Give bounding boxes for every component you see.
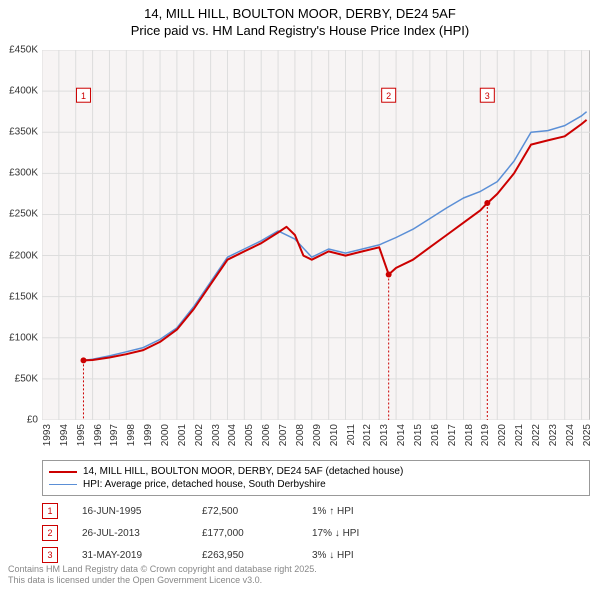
sale-date: 31-MAY-2019 — [82, 550, 202, 561]
legend: 14, MILL HILL, BOULTON MOOR, DERBY, DE24… — [42, 460, 590, 496]
x-tick-label: 2004 — [227, 424, 238, 446]
title-line-2: Price paid vs. HM Land Registry's House … — [0, 23, 600, 40]
x-tick-label: 2016 — [430, 424, 441, 446]
x-tick-label: 2009 — [312, 424, 323, 446]
y-tick-label: £300K — [9, 168, 38, 179]
legend-item: HPI: Average price, detached house, Sout… — [49, 478, 583, 491]
sale-price: £263,950 — [202, 550, 312, 561]
legend-label: 14, MILL HILL, BOULTON MOOR, DERBY, DE24… — [83, 466, 403, 477]
sale-marker-box: 3 — [42, 547, 58, 563]
x-tick-label: 1997 — [109, 424, 120, 446]
x-tick-label: 2019 — [480, 424, 491, 446]
x-tick-label: 2014 — [396, 424, 407, 446]
y-tick-label: £400K — [9, 86, 38, 97]
chart-title: 14, MILL HILL, BOULTON MOOR, DERBY, DE24… — [0, 0, 600, 40]
chart-container: 14, MILL HILL, BOULTON MOOR, DERBY, DE24… — [0, 0, 600, 590]
x-tick-label: 1996 — [93, 424, 104, 446]
y-tick-label: £50K — [15, 373, 38, 384]
svg-text:3: 3 — [485, 91, 490, 101]
sale-marker-box: 1 — [42, 503, 58, 519]
legend-label: HPI: Average price, detached house, Sout… — [83, 479, 326, 490]
sale-price: £177,000 — [202, 528, 312, 539]
y-tick-label: £0 — [27, 415, 38, 426]
x-tick-label: 2021 — [514, 424, 525, 446]
legend-swatch — [49, 471, 77, 473]
legend-item: 14, MILL HILL, BOULTON MOOR, DERBY, DE24… — [49, 465, 583, 478]
title-line-1: 14, MILL HILL, BOULTON MOOR, DERBY, DE24… — [0, 6, 600, 23]
y-tick-label: £150K — [9, 291, 38, 302]
sale-date: 26-JUL-2013 — [82, 528, 202, 539]
x-tick-label: 2018 — [464, 424, 475, 446]
sale-delta: 17% ↓ HPI — [312, 528, 432, 539]
y-tick-label: £100K — [9, 332, 38, 343]
footer-line-1: Contains HM Land Registry data © Crown c… — [8, 564, 317, 575]
plot-area: 1 2 3 — [42, 50, 590, 420]
x-tick-label: 1994 — [59, 424, 70, 446]
svg-text:2: 2 — [386, 91, 391, 101]
x-tick-label: 1993 — [42, 424, 53, 446]
x-tick-label: 2022 — [531, 424, 542, 446]
x-tick-label: 2005 — [244, 424, 255, 446]
sale-price: £72,500 — [202, 506, 312, 517]
x-tick-label: 2003 — [211, 424, 222, 446]
x-tick-label: 2002 — [194, 424, 205, 446]
x-tick-label: 2001 — [177, 424, 188, 446]
x-tick-label: 2006 — [261, 424, 272, 446]
x-tick-label: 2017 — [447, 424, 458, 446]
legend-swatch — [49, 484, 77, 486]
x-tick-label: 1999 — [143, 424, 154, 446]
y-tick-label: £200K — [9, 250, 38, 261]
sale-marker-box: 2 — [42, 525, 58, 541]
x-tick-label: 2000 — [160, 424, 171, 446]
x-tick-label: 2023 — [548, 424, 559, 446]
x-axis: 1993 1994 1995 1996 1997 1998 1999 2000 2001 2002… — [42, 420, 590, 460]
sale-delta: 1% ↑ HPI — [312, 506, 432, 517]
x-tick-label: 2024 — [565, 424, 576, 446]
x-tick-label: 2025 — [582, 424, 593, 446]
plot-svg: 1 2 3 — [42, 50, 590, 420]
y-tick-label: £350K — [9, 127, 38, 138]
sale-delta: 3% ↓ HPI — [312, 550, 432, 561]
x-tick-label: 2008 — [295, 424, 306, 446]
x-tick-label: 2015 — [413, 424, 424, 446]
sales-table: 1 16-JUN-1995£72,5001% ↑ HPI 2 26-JUL-2013£… — [42, 500, 590, 566]
y-axis: £0£50K£100K£150K£200K£250K£300K£350K£400… — [0, 50, 42, 420]
footer-line-2: This data is licensed under the Open Gov… — [8, 575, 317, 586]
sale-row: 3 31-MAY-2019£263,9503% ↓ HPI — [42, 544, 590, 566]
x-tick-label: 2011 — [346, 424, 357, 446]
x-tick-label: 2012 — [362, 424, 373, 446]
y-tick-label: £450K — [9, 45, 38, 56]
svg-text:1: 1 — [81, 91, 86, 101]
x-tick-label: 2007 — [278, 424, 289, 446]
x-tick-label: 1995 — [76, 424, 87, 446]
x-tick-label: 1998 — [126, 424, 137, 446]
x-tick-label: 2010 — [329, 424, 340, 446]
footer-attribution: Contains HM Land Registry data © Crown c… — [8, 564, 317, 586]
sale-date: 16-JUN-1995 — [82, 506, 202, 517]
y-tick-label: £250K — [9, 209, 38, 220]
x-tick-label: 2020 — [497, 424, 508, 446]
x-tick-label: 2013 — [379, 424, 390, 446]
sale-row: 1 16-JUN-1995£72,5001% ↑ HPI — [42, 500, 590, 522]
sale-row: 2 26-JUL-2013£177,00017% ↓ HPI — [42, 522, 590, 544]
